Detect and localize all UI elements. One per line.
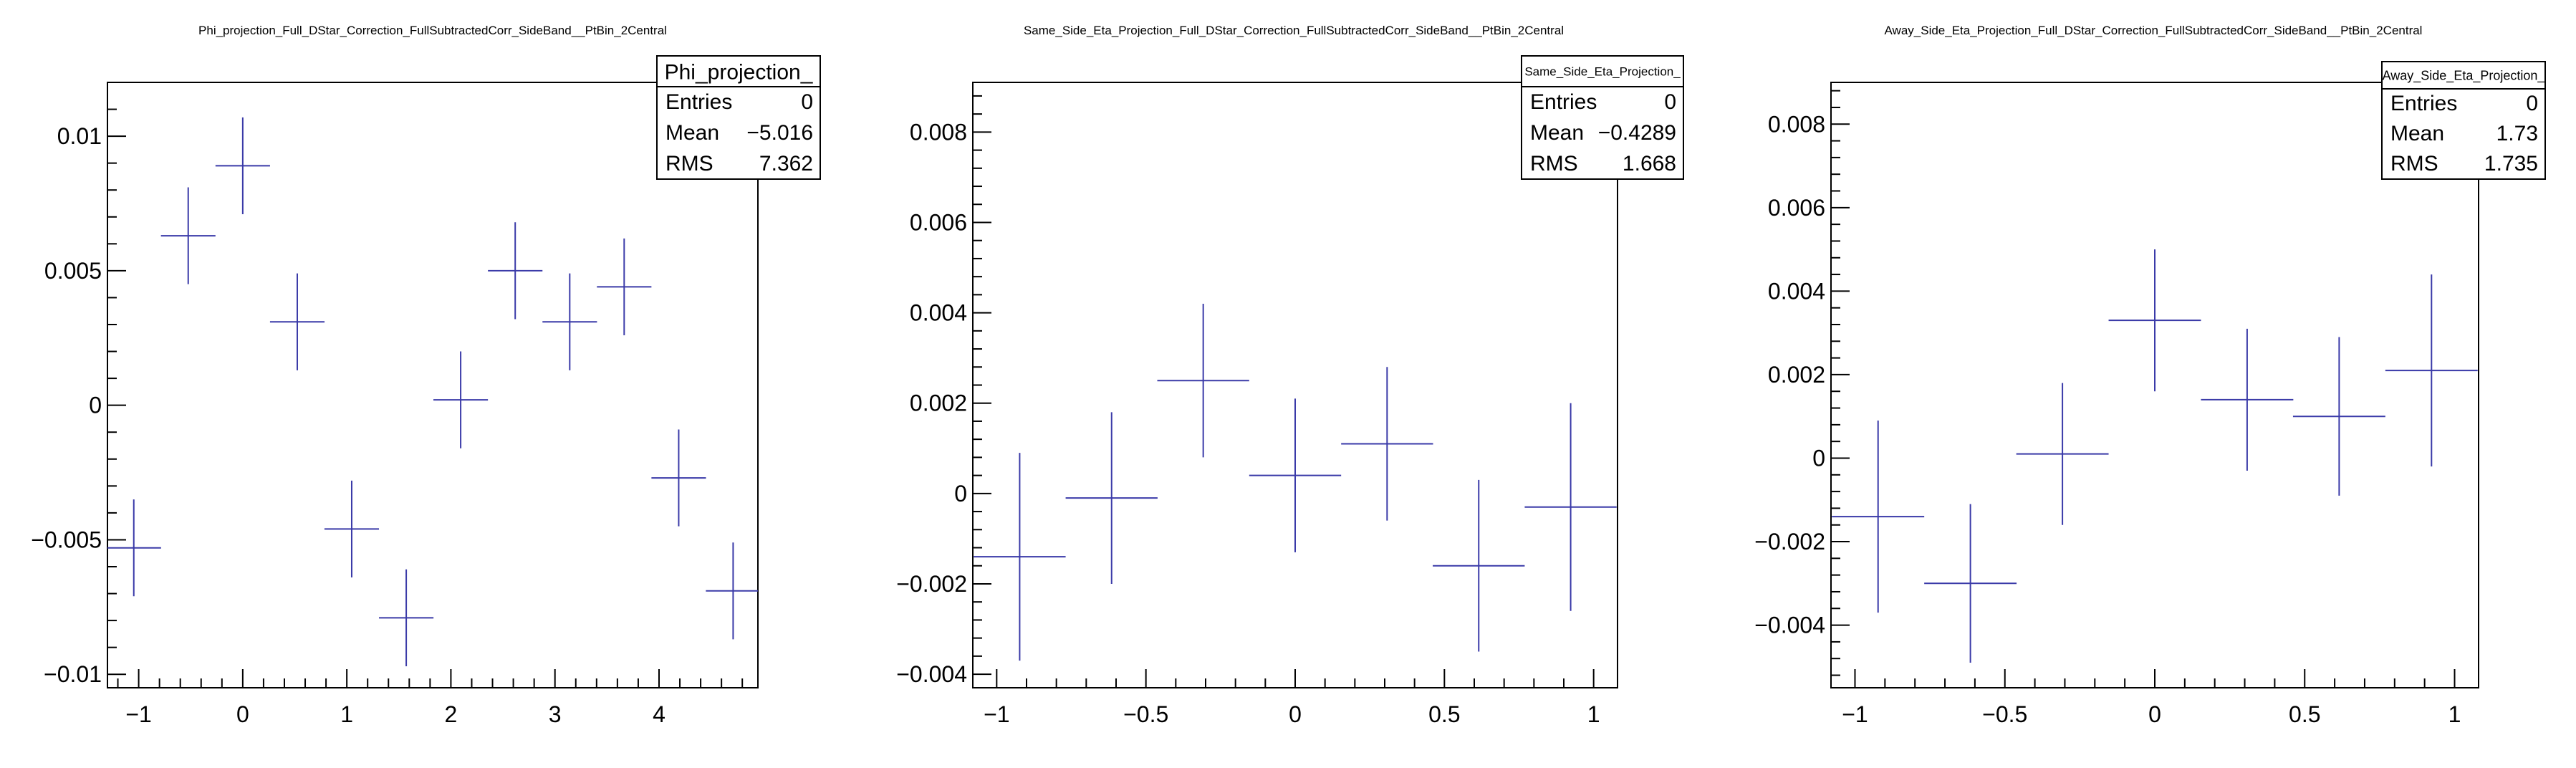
stats-value: 1.735 (2484, 152, 2538, 176)
stats-value: 7.362 (759, 152, 813, 176)
stats-label: Entries (1530, 90, 1597, 114)
data-point (215, 117, 270, 215)
data-point (2016, 383, 2109, 525)
y-tick-label: 0 (1812, 445, 1825, 471)
y-tick-label: 0.01 (57, 123, 102, 149)
y-tick-label: −0.004 (1754, 613, 1825, 638)
stats-box: Away_Side_Eta_Projection_ Entries 0 Mean 1.7… (2381, 61, 2546, 180)
stats-label: Mean (665, 121, 719, 145)
stats-label: RMS (1530, 152, 1578, 176)
stats-label: Mean (1530, 121, 1584, 145)
x-tick-label: −0.5 (1982, 701, 2027, 727)
data-point (2385, 274, 2478, 467)
y-tick-label: 0.008 (1768, 111, 1825, 137)
stats-box-frame (2381, 61, 2546, 180)
stats-name: Same_Side_Eta_Projection_ (1524, 65, 1681, 79)
data-point (269, 273, 325, 370)
x-tick-label: 1 (1587, 701, 1600, 727)
y-tick-label: 0.008 (910, 119, 967, 145)
x-tick-label: −1 (1842, 701, 1868, 727)
x-tick-label: −1 (125, 701, 151, 727)
stats-value: 0 (2526, 92, 2538, 115)
data-point (379, 569, 434, 666)
chart-panel-3: Away_Side_Eta_Projection_Full_DStar_Corr… (1754, 24, 2546, 727)
x-tick-label: 0.5 (1428, 701, 1460, 727)
stats-box: Same_Side_Eta_Projection_ Entries 0 Mean −0.… (1521, 55, 1684, 180)
stats-value: 1.668 (1623, 152, 1676, 176)
y-tick-label: 0.006 (910, 209, 967, 235)
plot-frame (107, 82, 759, 688)
data-point (107, 499, 161, 597)
data-point (1157, 303, 1249, 458)
data-point (597, 238, 652, 336)
data-point (706, 542, 758, 640)
stats-label: RMS (665, 152, 713, 176)
stats-label: Entries (2390, 92, 2457, 115)
chart-panel-1: Phi_projection_Full_DStar_Correction_Ful… (31, 24, 821, 727)
data-point (1524, 403, 1617, 611)
data-point (324, 480, 380, 578)
stats-box: Phi_projection_ Entries 0 Mean −5.016 RMS 7.36… (656, 55, 821, 180)
y-tick-label: 0.002 (1768, 362, 1825, 388)
y-tick-label: −0.005 (31, 527, 102, 552)
data-point (1249, 398, 1342, 552)
y-tick-label: 0.004 (1768, 278, 1825, 304)
data-point (1924, 504, 2017, 663)
data-point (160, 187, 216, 284)
chart-panel-2: Same_Side_Eta_Projection_Full_DStar_Corr… (896, 24, 1684, 727)
y-tick-label: 0.006 (1768, 195, 1825, 221)
stats-label: RMS (2390, 152, 2438, 176)
stats-value: −5.016 (746, 121, 813, 145)
stats-value: 0 (1664, 90, 1676, 114)
data-point (2201, 328, 2294, 471)
data-point (1341, 367, 1433, 521)
y-tick-label: −0.002 (1754, 529, 1825, 555)
data-point (488, 222, 543, 320)
x-tick-label: 4 (653, 701, 665, 727)
stats-name: Away_Side_Eta_Projection_ (2383, 68, 2546, 83)
chart-title: Same_Side_Eta_Projection_Full_DStar_Corr… (1024, 24, 1564, 37)
y-tick-label: 0 (89, 393, 102, 418)
data-point (651, 429, 706, 527)
x-tick-label: 2 (445, 701, 458, 727)
stats-value: 1.73 (2496, 122, 2538, 145)
data-point (433, 351, 489, 448)
y-tick-label: −0.004 (896, 661, 967, 687)
x-tick-label: 3 (549, 701, 562, 727)
y-tick-label: −0.01 (44, 661, 102, 687)
stats-label: Mean (2390, 122, 2444, 145)
stats-value: −0.4289 (1598, 121, 1676, 145)
stats-value: 0 (801, 90, 813, 114)
y-tick-label: 0.004 (910, 300, 967, 326)
data-point (2292, 337, 2385, 496)
data-point (974, 453, 1066, 661)
x-tick-label: −1 (984, 701, 1009, 727)
data-point (542, 273, 597, 370)
x-tick-label: 1 (2448, 701, 2461, 727)
stats-box-frame (656, 55, 821, 180)
x-tick-label: 1 (340, 701, 353, 727)
chart-title: Phi_projection_Full_DStar_Correction_Ful… (198, 24, 667, 37)
x-tick-label: 0.5 (2289, 701, 2320, 727)
chart-title: Away_Side_Eta_Projection_Full_DStar_Corr… (1885, 24, 2423, 37)
y-tick-label: −0.002 (896, 571, 967, 597)
y-tick-label: 0 (954, 481, 967, 507)
stats-box-frame (1521, 55, 1684, 180)
data-point (1433, 479, 1525, 652)
y-tick-label: 0.002 (910, 390, 967, 416)
x-tick-label: −0.5 (1123, 701, 1168, 727)
data-point (2108, 249, 2201, 392)
stats-label: Entries (665, 90, 732, 114)
stats-name: Phi_projection_ (665, 60, 814, 84)
x-tick-label: 0 (2148, 701, 2161, 727)
data-point (1065, 412, 1158, 584)
x-tick-label: 0 (1289, 701, 1302, 727)
y-tick-label: 0.005 (44, 258, 102, 284)
data-point (1832, 421, 1925, 613)
x-tick-label: 0 (236, 701, 249, 727)
